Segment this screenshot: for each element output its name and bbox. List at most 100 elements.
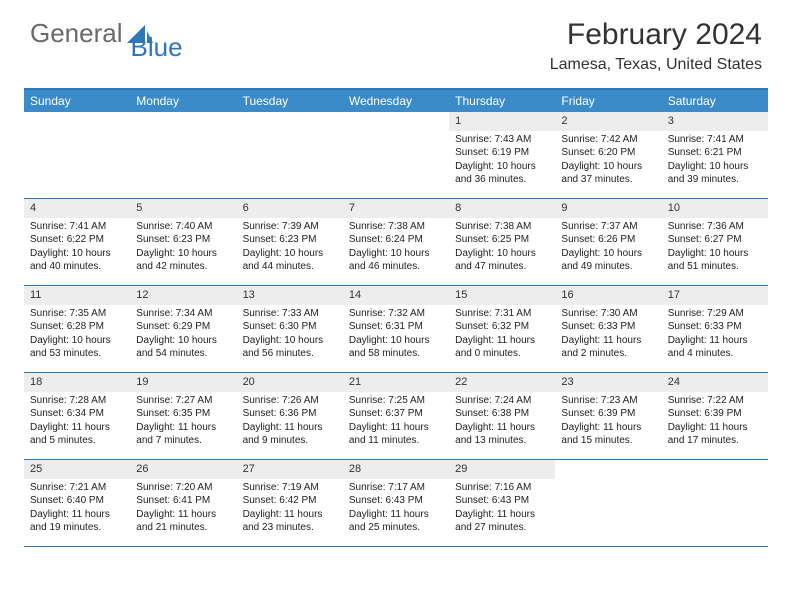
week-row: 11Sunrise: 7:35 AMSunset: 6:28 PMDayligh… <box>24 286 768 373</box>
day-number-empty <box>24 112 130 131</box>
day-number: 4 <box>24 199 130 218</box>
logo: General Blue <box>30 18 183 49</box>
header: General Blue February 2024 Lamesa, Texas… <box>0 0 792 82</box>
day-cell: 28Sunrise: 7:17 AMSunset: 6:43 PMDayligh… <box>343 460 449 546</box>
day-cell: 4Sunrise: 7:41 AMSunset: 6:22 PMDaylight… <box>24 199 130 285</box>
day-body: Sunrise: 7:23 AMSunset: 6:39 PMDaylight:… <box>555 392 661 452</box>
sunset-text: Sunset: 6:38 PM <box>455 407 549 421</box>
daylight-text: Daylight: 11 hours and 27 minutes. <box>455 508 549 535</box>
title-block: February 2024 Lamesa, Texas, United Stat… <box>550 18 762 74</box>
sunset-text: Sunset: 6:20 PM <box>561 146 655 160</box>
day-number: 7 <box>343 199 449 218</box>
daylight-text: Daylight: 11 hours and 13 minutes. <box>455 421 549 448</box>
daylight-text: Daylight: 11 hours and 2 minutes. <box>561 334 655 361</box>
daylight-text: Daylight: 11 hours and 5 minutes. <box>30 421 124 448</box>
sunrise-text: Sunrise: 7:36 AM <box>668 220 762 234</box>
day-number-empty <box>237 112 343 131</box>
weekday-header: Wednesday <box>343 90 449 112</box>
sunrise-text: Sunrise: 7:37 AM <box>561 220 655 234</box>
day-body: Sunrise: 7:26 AMSunset: 6:36 PMDaylight:… <box>237 392 343 452</box>
daylight-text: Daylight: 10 hours and 58 minutes. <box>349 334 443 361</box>
day-cell: 7Sunrise: 7:38 AMSunset: 6:24 PMDaylight… <box>343 199 449 285</box>
day-number: 22 <box>449 373 555 392</box>
daylight-text: Daylight: 10 hours and 54 minutes. <box>136 334 230 361</box>
day-cell <box>237 112 343 198</box>
day-number-empty <box>662 460 768 479</box>
day-number-empty <box>555 460 661 479</box>
sunrise-text: Sunrise: 7:27 AM <box>136 394 230 408</box>
day-number: 12 <box>130 286 236 305</box>
sunset-text: Sunset: 6:43 PM <box>455 494 549 508</box>
daylight-text: Daylight: 10 hours and 49 minutes. <box>561 247 655 274</box>
sunset-text: Sunset: 6:36 PM <box>243 407 337 421</box>
day-number-empty <box>343 112 449 131</box>
sunset-text: Sunset: 6:42 PM <box>243 494 337 508</box>
sunset-text: Sunset: 6:34 PM <box>30 407 124 421</box>
sunset-text: Sunset: 6:24 PM <box>349 233 443 247</box>
sunrise-text: Sunrise: 7:25 AM <box>349 394 443 408</box>
day-body: Sunrise: 7:16 AMSunset: 6:43 PMDaylight:… <box>449 479 555 539</box>
day-cell: 3Sunrise: 7:41 AMSunset: 6:21 PMDaylight… <box>662 112 768 198</box>
daylight-text: Daylight: 11 hours and 0 minutes. <box>455 334 549 361</box>
day-number-empty <box>130 112 236 131</box>
sunset-text: Sunset: 6:19 PM <box>455 146 549 160</box>
sunset-text: Sunset: 6:29 PM <box>136 320 230 334</box>
month-title: February 2024 <box>550 18 762 52</box>
day-body: Sunrise: 7:30 AMSunset: 6:33 PMDaylight:… <box>555 305 661 365</box>
sunset-text: Sunset: 6:30 PM <box>243 320 337 334</box>
sunrise-text: Sunrise: 7:24 AM <box>455 394 549 408</box>
week-row: 18Sunrise: 7:28 AMSunset: 6:34 PMDayligh… <box>24 373 768 460</box>
location: Lamesa, Texas, United States <box>550 56 762 74</box>
daylight-text: Daylight: 11 hours and 17 minutes. <box>668 421 762 448</box>
day-cell: 16Sunrise: 7:30 AMSunset: 6:33 PMDayligh… <box>555 286 661 372</box>
sunrise-text: Sunrise: 7:23 AM <box>561 394 655 408</box>
day-cell: 26Sunrise: 7:20 AMSunset: 6:41 PMDayligh… <box>130 460 236 546</box>
day-body: Sunrise: 7:33 AMSunset: 6:30 PMDaylight:… <box>237 305 343 365</box>
day-cell: 9Sunrise: 7:37 AMSunset: 6:26 PMDaylight… <box>555 199 661 285</box>
day-body: Sunrise: 7:38 AMSunset: 6:25 PMDaylight:… <box>449 218 555 278</box>
sunrise-text: Sunrise: 7:33 AM <box>243 307 337 321</box>
daylight-text: Daylight: 11 hours and 7 minutes. <box>136 421 230 448</box>
day-cell: 5Sunrise: 7:40 AMSunset: 6:23 PMDaylight… <box>130 199 236 285</box>
sunset-text: Sunset: 6:33 PM <box>561 320 655 334</box>
day-body: Sunrise: 7:34 AMSunset: 6:29 PMDaylight:… <box>130 305 236 365</box>
weekday-header: Tuesday <box>237 90 343 112</box>
day-number: 1 <box>449 112 555 131</box>
daylight-text: Daylight: 10 hours and 47 minutes. <box>455 247 549 274</box>
day-cell <box>24 112 130 198</box>
day-cell <box>555 460 661 546</box>
day-number: 10 <box>662 199 768 218</box>
sunrise-text: Sunrise: 7:22 AM <box>668 394 762 408</box>
day-cell: 11Sunrise: 7:35 AMSunset: 6:28 PMDayligh… <box>24 286 130 372</box>
daylight-text: Daylight: 10 hours and 42 minutes. <box>136 247 230 274</box>
day-body: Sunrise: 7:22 AMSunset: 6:39 PMDaylight:… <box>662 392 768 452</box>
weekday-header: Sunday <box>24 90 130 112</box>
day-body: Sunrise: 7:31 AMSunset: 6:32 PMDaylight:… <box>449 305 555 365</box>
day-cell: 27Sunrise: 7:19 AMSunset: 6:42 PMDayligh… <box>237 460 343 546</box>
day-cell: 15Sunrise: 7:31 AMSunset: 6:32 PMDayligh… <box>449 286 555 372</box>
daylight-text: Daylight: 11 hours and 23 minutes. <box>243 508 337 535</box>
sunrise-text: Sunrise: 7:32 AM <box>349 307 443 321</box>
sunrise-text: Sunrise: 7:21 AM <box>30 481 124 495</box>
day-cell: 12Sunrise: 7:34 AMSunset: 6:29 PMDayligh… <box>130 286 236 372</box>
week-row: 1Sunrise: 7:43 AMSunset: 6:19 PMDaylight… <box>24 112 768 199</box>
sunrise-text: Sunrise: 7:29 AM <box>668 307 762 321</box>
day-cell: 20Sunrise: 7:26 AMSunset: 6:36 PMDayligh… <box>237 373 343 459</box>
day-body: Sunrise: 7:28 AMSunset: 6:34 PMDaylight:… <box>24 392 130 452</box>
day-cell: 10Sunrise: 7:36 AMSunset: 6:27 PMDayligh… <box>662 199 768 285</box>
day-number: 24 <box>662 373 768 392</box>
day-number: 9 <box>555 199 661 218</box>
day-cell: 17Sunrise: 7:29 AMSunset: 6:33 PMDayligh… <box>662 286 768 372</box>
sunset-text: Sunset: 6:43 PM <box>349 494 443 508</box>
day-body: Sunrise: 7:25 AMSunset: 6:37 PMDaylight:… <box>343 392 449 452</box>
daylight-text: Daylight: 10 hours and 39 minutes. <box>668 160 762 187</box>
day-number: 23 <box>555 373 661 392</box>
daylight-text: Daylight: 10 hours and 44 minutes. <box>243 247 337 274</box>
day-cell: 29Sunrise: 7:16 AMSunset: 6:43 PMDayligh… <box>449 460 555 546</box>
day-cell <box>662 460 768 546</box>
sunset-text: Sunset: 6:39 PM <box>668 407 762 421</box>
day-number: 29 <box>449 460 555 479</box>
day-cell <box>343 112 449 198</box>
day-number: 17 <box>662 286 768 305</box>
weekday-header: Saturday <box>662 90 768 112</box>
